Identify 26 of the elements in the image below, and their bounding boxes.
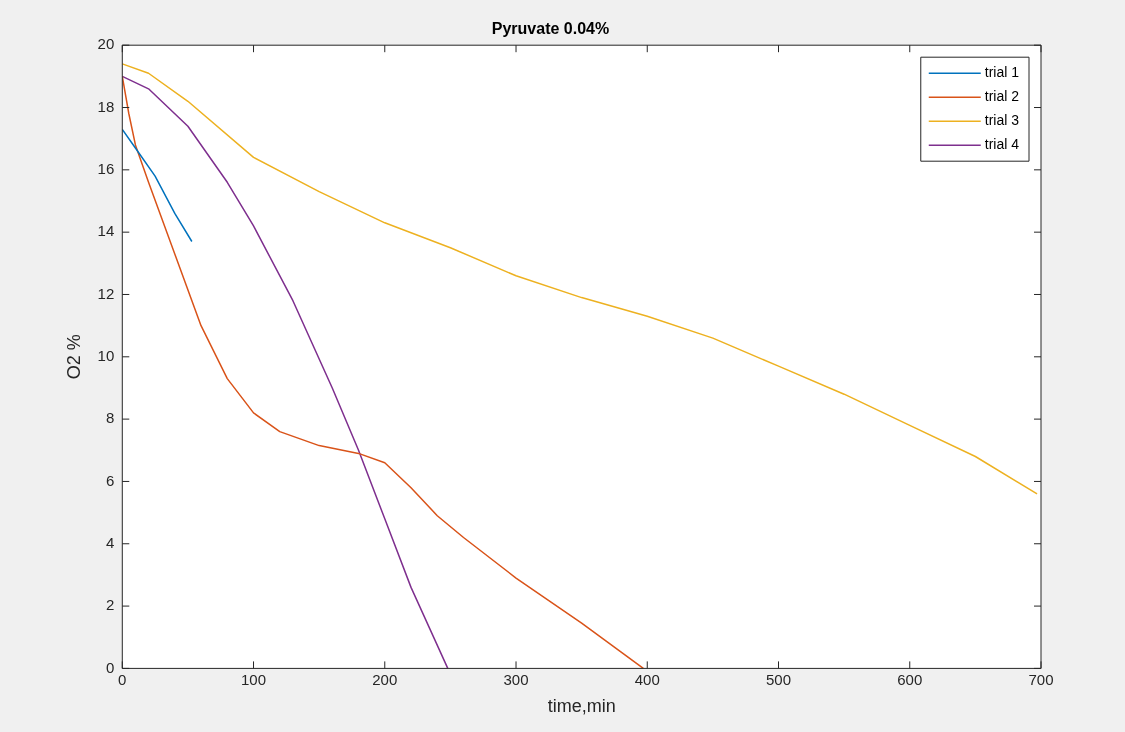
chart-title: Pyruvate 0.04% [491, 20, 610, 38]
y-tick-label: 8 [105, 409, 115, 427]
legend-label: trial 4 [984, 136, 1020, 153]
y-tick-label: 10 [97, 346, 115, 364]
legend-label: trial 3 [984, 112, 1020, 129]
x-tick-label: 700 [1028, 670, 1054, 688]
x-tick-label: 500 [765, 670, 792, 688]
x-tick-label: 0 [118, 670, 127, 688]
y-tick-label: 2 [105, 596, 115, 614]
y-tick-label: 14 [97, 222, 115, 240]
x-tick-label: 100 [241, 670, 267, 688]
y-tick-label: 20 [97, 35, 115, 53]
legend-label: trial 1 [984, 64, 1020, 81]
x-tick-label: 600 [897, 670, 923, 688]
y-tick-label: 12 [97, 284, 115, 302]
y-tick-label: 16 [97, 159, 115, 177]
y-tick-label: 18 [97, 97, 115, 115]
y-tick-label: 6 [105, 471, 115, 489]
x-tick-label: 400 [634, 670, 660, 688]
y-tick-label: 4 [105, 533, 115, 551]
y-tick-label: 0 [105, 658, 115, 676]
x-axis-title: time,min [547, 696, 616, 717]
legend-label: trial 2 [984, 88, 1020, 105]
y-axis-title: O2 % [63, 334, 84, 380]
x-tick-label: 300 [503, 670, 529, 688]
x-tick-label: 200 [372, 670, 398, 688]
